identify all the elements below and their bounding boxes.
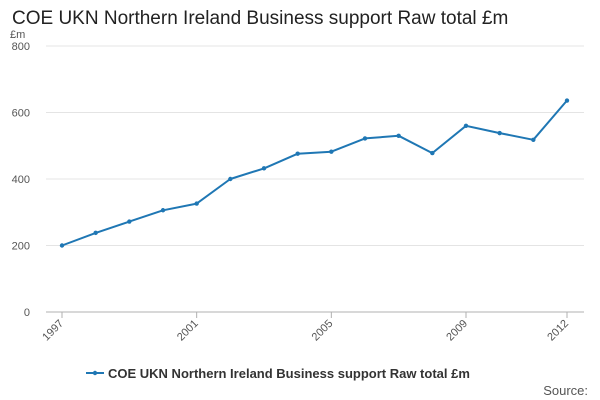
- data-point-2012[interactable]: [564, 98, 570, 103]
- data-point-2009[interactable]: [463, 123, 469, 128]
- x-axis: 1997 2001 2005 2009 2012: [40, 311, 584, 344]
- grid-lines: [46, 45, 584, 246]
- y-axis: £m 0 200 400 600 800: [10, 29, 30, 319]
- y-tick-label-400: 400: [12, 174, 30, 186]
- data-point-2000[interactable]: [160, 208, 166, 213]
- y-tick-label-600: 600: [12, 108, 30, 120]
- legend[interactable]: COE UKN Northern Ireland Business suppor…: [86, 366, 470, 381]
- data-point-2001[interactable]: [194, 201, 199, 206]
- y-tick-label-200: 200: [12, 241, 30, 253]
- source-label: Source:: [543, 383, 588, 398]
- data-point-2005[interactable]: [329, 149, 334, 154]
- data-point-2008[interactable]: [430, 150, 435, 156]
- x-tick-label-2012: 2012: [545, 318, 571, 344]
- data-point-1999[interactable]: [127, 219, 132, 224]
- data-point-2003[interactable]: [261, 166, 267, 171]
- x-tick-label-2005: 2005: [310, 318, 336, 344]
- data-point-2004[interactable]: [295, 151, 300, 156]
- data-point-2007[interactable]: [396, 133, 401, 138]
- x-tick-label-2001: 2001: [175, 318, 201, 344]
- data-point-1998[interactable]: [93, 230, 98, 236]
- y-axis-unit-label: £m: [10, 29, 25, 41]
- x-tick-label-2009: 2009: [444, 318, 470, 344]
- data-point-2006[interactable]: [362, 136, 368, 141]
- legend-label: COE UKN Northern Ireland Business suppor…: [108, 366, 470, 381]
- series-line: [61, 99, 568, 247]
- x-tick-label-1997: 1997: [40, 318, 66, 344]
- legend-point-marker: [92, 370, 98, 376]
- y-tick-label-0: 0: [24, 307, 30, 319]
- data-point-2011[interactable]: [531, 137, 536, 142]
- data-point-2010[interactable]: [497, 130, 502, 136]
- y-tick-label-800: 800: [12, 41, 30, 53]
- data-point-2002[interactable]: [228, 176, 233, 182]
- series-layer: [59, 98, 570, 248]
- data-point-1997[interactable]: [59, 243, 65, 248]
- chart-title: COE UKN Northern Ireland Business suppor…: [12, 8, 509, 29]
